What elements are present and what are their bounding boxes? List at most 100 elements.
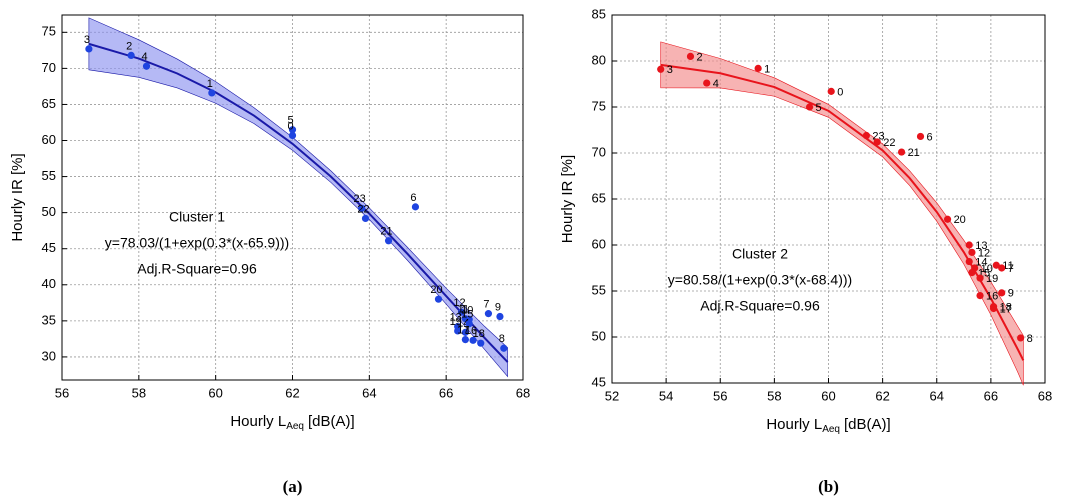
point [989,304,998,313]
point-label: 17 [457,325,469,337]
point-label: 22 [883,137,895,149]
point-label: 0 [287,120,293,132]
point [686,52,695,61]
point-label: 4 [141,51,147,63]
point-label: 19 [986,273,998,285]
point [754,64,762,72]
point [288,126,297,134]
annotation: Cluster 1 [169,209,225,225]
panel-label: (a) [283,477,303,496]
point-label: 21 [380,226,392,238]
point [358,204,366,212]
point-label: 4 [713,78,719,90]
x-tick-label: 58 [767,388,781,403]
x-axis-label-sub: Aeq [822,424,840,435]
x-tick-label: 64 [930,388,944,403]
y-tick-label: 60 [592,236,606,251]
point [827,87,835,95]
point-label: 3 [84,34,90,46]
point-label: 8 [499,333,505,345]
point-label: 5 [816,102,822,114]
point [500,344,508,352]
y-tick-label: 45 [592,374,606,389]
y-tick-label: 50 [592,328,606,343]
point [434,295,443,303]
point [916,132,925,141]
point [1017,334,1025,342]
x-tick-label: 58 [132,385,146,400]
y-tick-label: 65 [592,190,606,205]
point [496,312,504,321]
point [477,339,485,347]
annotation: Adj.R-Square=0.96 [700,298,820,314]
x-tick-label: 60 [208,385,222,400]
confidence-band [88,17,508,378]
point-label: 10 [461,304,473,316]
y-tick-label: 40 [42,276,56,291]
point [965,241,973,249]
y-tick-label: 80 [592,52,606,67]
point-label: 13 [975,240,987,252]
y-tick-label: 70 [42,60,56,75]
annotation: Cluster 2 [732,246,788,262]
point [992,261,1000,269]
point-label: 13 [450,312,462,324]
point [657,65,665,73]
point-label: 2 [696,51,702,63]
x-tick-label: 56 [713,388,727,403]
point [461,336,469,344]
x-axis-label: Hourly LAeq [dB(A)] [230,413,354,432]
x-tick-label: 60 [821,388,835,403]
y-tick-label: 35 [42,312,56,327]
point [968,269,976,277]
panel-label: (b) [818,477,839,496]
y-tick-label: 45 [42,240,56,255]
point-label: 16 [986,291,998,303]
point-label: 21 [908,147,920,159]
y-tick-label: 50 [42,204,56,219]
point-label: 1 [764,63,770,75]
point [208,89,216,97]
point [469,336,477,344]
x-tick-label: 68 [516,385,530,400]
x-axis-label-unit: [dB(A)] [308,413,355,430]
point [411,203,420,211]
point-label: 18 [473,328,485,340]
point-label: 14 [975,256,987,268]
x-axis-label-main: Hourly L [230,413,286,430]
y-axis-label: Hourly IR [%] [559,155,576,243]
point [85,45,93,53]
point [897,148,906,156]
x-tick-label: 62 [875,388,889,403]
y-axis-label: Hourly IR [%] [9,153,26,241]
point [484,310,493,318]
x-axis-label-unit: [dB(A)] [844,416,891,433]
point-label: 0 [837,86,843,98]
point-label: 15 [461,309,473,321]
x-tick-label: 62 [285,385,299,400]
point-label: 18 [1000,302,1012,314]
point-label: 1 [207,78,213,90]
point [976,292,984,300]
point-label: 5 [287,115,293,127]
point-label: 17 [1000,303,1012,315]
point [361,214,370,223]
plot-frame [611,14,1046,384]
point [943,215,952,223]
y-tick-label: 75 [42,24,56,39]
point-label: 9 [495,301,501,313]
point-label: 11 [1002,260,1013,272]
point [288,131,297,140]
fit-line [88,42,509,363]
x-tick-label: 66 [984,388,998,403]
point-label: 8 [1027,333,1033,345]
point-label: 6 [927,131,933,143]
point-label: 14 [457,317,469,329]
point [862,131,870,140]
y-tick-label: 60 [42,132,56,147]
plot-frame [61,14,524,381]
point [703,79,711,87]
point [805,103,814,111]
point [454,327,462,335]
point [976,274,984,282]
